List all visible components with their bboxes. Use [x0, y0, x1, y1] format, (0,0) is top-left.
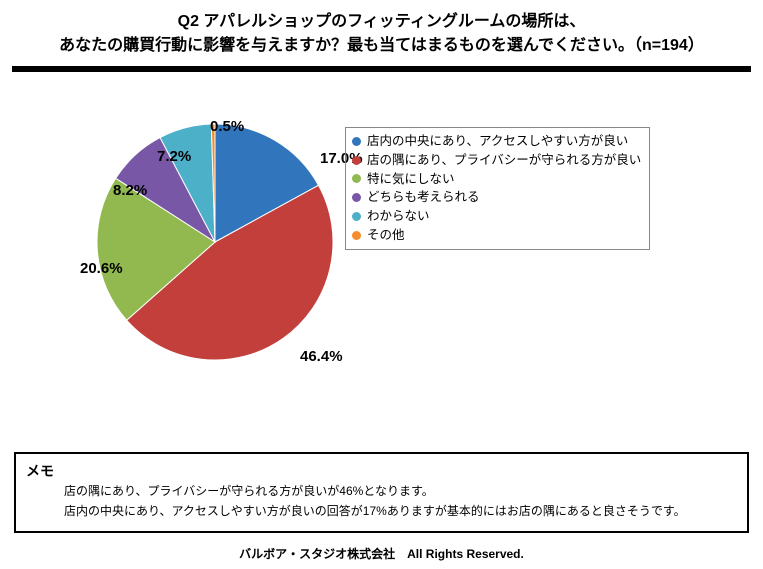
title-divider	[12, 66, 751, 72]
pie-slice-label: 46.4%	[300, 348, 343, 365]
legend-swatch	[352, 231, 361, 240]
footer-copyright: バルボア・スタジオ株式会社 All Rights Reserved.	[0, 545, 763, 562]
pie-slice-label: 20.6%	[80, 260, 123, 277]
legend-swatch	[352, 212, 361, 221]
pie-svg	[95, 122, 335, 362]
legend-label: どちらも考えられる	[367, 188, 480, 207]
memo-line: 店内の中央にあり、アクセスしやすい方が良いの回答が17%ありますが基本的にはお店…	[26, 502, 737, 521]
memo-box: メモ 店の隅にあり、プライバシーが守られる方が良いが46%となります。 店内の中…	[14, 452, 749, 533]
legend-item: その他	[352, 226, 641, 245]
title-line-2: あなたの購買行動に影響を与えますか？最も当てはまるものを選んでください。（n=1…	[20, 34, 743, 58]
legend-label: 特に気にしない	[367, 170, 455, 189]
legend-item: どちらも考えられる	[352, 188, 641, 207]
legend-item: 店の隅にあり、プライバシーが守られる方が良い	[352, 151, 641, 170]
chart-area: 17.0%46.4%20.6%8.2%7.2%0.5% 店内の中央にあり、アクセ…	[0, 102, 763, 422]
legend: 店内の中央にあり、アクセスしやすい方が良い店の隅にあり、プライバシーが守られる方…	[345, 127, 650, 250]
legend-label: わからない	[367, 207, 430, 226]
legend-swatch	[352, 156, 361, 165]
legend-item: 特に気にしない	[352, 170, 641, 189]
legend-label: 店内の中央にあり、アクセスしやすい方が良い	[367, 132, 628, 151]
chart-title: Q2 アパレルショップのフィッティングルームの場所は、 あなたの購買行動に影響を…	[0, 0, 763, 66]
pie-chart: 17.0%46.4%20.6%8.2%7.2%0.5%	[95, 122, 335, 362]
legend-label: その他	[367, 226, 405, 245]
title-line-1: Q2 アパレルショップのフィッティングルームの場所は、	[20, 10, 743, 34]
memo-title: メモ	[26, 460, 737, 482]
memo-line: 店の隅にあり、プライバシーが守られる方が良いが46%となります。	[26, 482, 737, 501]
legend-label: 店の隅にあり、プライバシーが守られる方が良い	[367, 151, 641, 170]
legend-swatch	[352, 193, 361, 202]
legend-item: わからない	[352, 207, 641, 226]
legend-swatch	[352, 174, 361, 183]
pie-slice-label: 0.5%	[210, 118, 244, 135]
legend-swatch	[352, 137, 361, 146]
pie-slice-label: 8.2%	[113, 182, 147, 199]
pie-slice-label: 7.2%	[157, 148, 191, 165]
legend-item: 店内の中央にあり、アクセスしやすい方が良い	[352, 132, 641, 151]
